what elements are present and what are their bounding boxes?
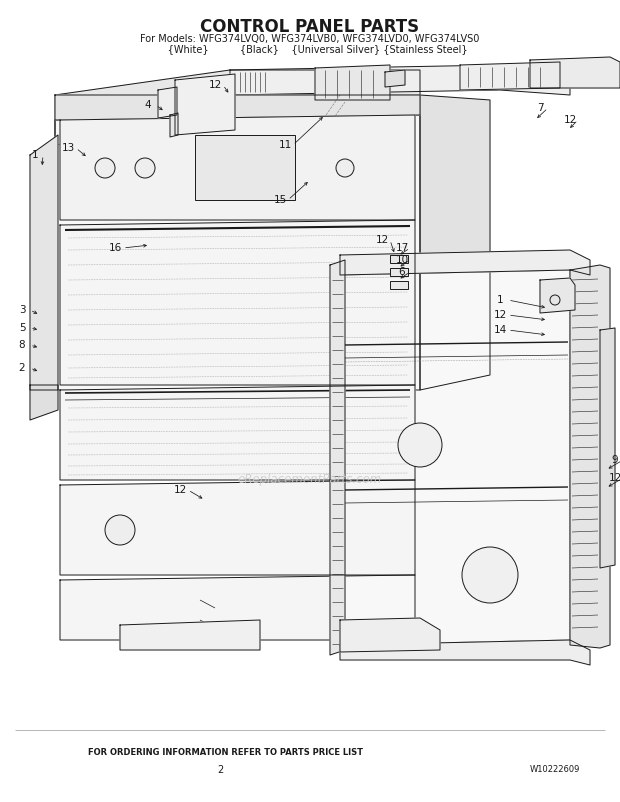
- Text: For Models: WFG374LVQ0, WFG374LVB0, WFG374LVD0, WFG374LVS0: For Models: WFG374LVQ0, WFG374LVB0, WFG3…: [140, 34, 480, 44]
- Polygon shape: [330, 260, 345, 655]
- Text: 12: 12: [608, 473, 620, 483]
- Polygon shape: [158, 87, 177, 118]
- Polygon shape: [60, 220, 415, 385]
- Text: 15: 15: [273, 195, 286, 205]
- Text: 3: 3: [19, 305, 25, 315]
- Polygon shape: [420, 95, 490, 390]
- Text: 10: 10: [396, 255, 409, 265]
- Text: 5: 5: [19, 323, 25, 333]
- Text: 7: 7: [537, 103, 543, 113]
- Bar: [195, 135, 295, 200]
- Text: 12: 12: [494, 310, 507, 320]
- Text: 11: 11: [278, 140, 291, 150]
- Circle shape: [336, 159, 354, 177]
- Polygon shape: [55, 95, 420, 145]
- Polygon shape: [340, 250, 590, 275]
- Text: 12: 12: [564, 115, 577, 125]
- Polygon shape: [460, 62, 560, 90]
- Polygon shape: [55, 95, 420, 120]
- Text: 12: 12: [375, 235, 389, 245]
- Circle shape: [462, 547, 518, 603]
- Polygon shape: [30, 135, 58, 390]
- Text: CONTROL PANEL PARTS: CONTROL PANEL PARTS: [200, 18, 420, 36]
- Text: 6: 6: [399, 267, 405, 277]
- Polygon shape: [340, 618, 440, 652]
- Text: 2: 2: [217, 765, 223, 775]
- Polygon shape: [540, 278, 575, 313]
- Text: 16: 16: [108, 243, 122, 253]
- Text: 12: 12: [174, 485, 187, 495]
- Polygon shape: [60, 480, 415, 575]
- Bar: [390, 281, 408, 289]
- Circle shape: [398, 423, 442, 467]
- Polygon shape: [315, 65, 390, 100]
- Text: 1: 1: [32, 150, 38, 160]
- Polygon shape: [120, 620, 260, 650]
- Polygon shape: [60, 575, 415, 640]
- Polygon shape: [175, 74, 235, 135]
- Text: 14: 14: [494, 325, 507, 335]
- Polygon shape: [340, 270, 570, 645]
- Bar: [390, 255, 408, 263]
- Polygon shape: [55, 115, 420, 390]
- Text: 8: 8: [19, 340, 25, 350]
- Polygon shape: [385, 70, 405, 87]
- Circle shape: [135, 158, 155, 178]
- Text: {White}          {Black}    {Universal Silver} {Stainless Steel}: {White} {Black} {Universal Silver} {Stai…: [152, 44, 468, 54]
- Text: 4: 4: [144, 100, 151, 110]
- Polygon shape: [60, 385, 415, 480]
- Polygon shape: [230, 65, 570, 95]
- Polygon shape: [600, 328, 615, 568]
- Polygon shape: [170, 113, 178, 137]
- Polygon shape: [530, 57, 620, 88]
- Polygon shape: [60, 115, 415, 220]
- Bar: [390, 268, 408, 276]
- Polygon shape: [55, 70, 420, 120]
- Text: W10222609: W10222609: [530, 765, 580, 774]
- Circle shape: [105, 515, 135, 545]
- Circle shape: [550, 295, 560, 305]
- Text: 9: 9: [612, 455, 618, 465]
- Text: FOR ORDERING INFORMATION REFER TO PARTS PRICE LIST: FOR ORDERING INFORMATION REFER TO PARTS …: [87, 748, 363, 757]
- Text: 13: 13: [61, 143, 74, 153]
- Text: 2: 2: [19, 363, 25, 373]
- Polygon shape: [30, 385, 58, 420]
- Text: 1: 1: [497, 295, 503, 305]
- Circle shape: [95, 158, 115, 178]
- Text: 12: 12: [208, 80, 221, 90]
- Polygon shape: [570, 265, 610, 648]
- Text: 17: 17: [396, 243, 409, 253]
- Text: eReplacementParts.com: eReplacementParts.com: [238, 473, 382, 487]
- Polygon shape: [340, 640, 590, 665]
